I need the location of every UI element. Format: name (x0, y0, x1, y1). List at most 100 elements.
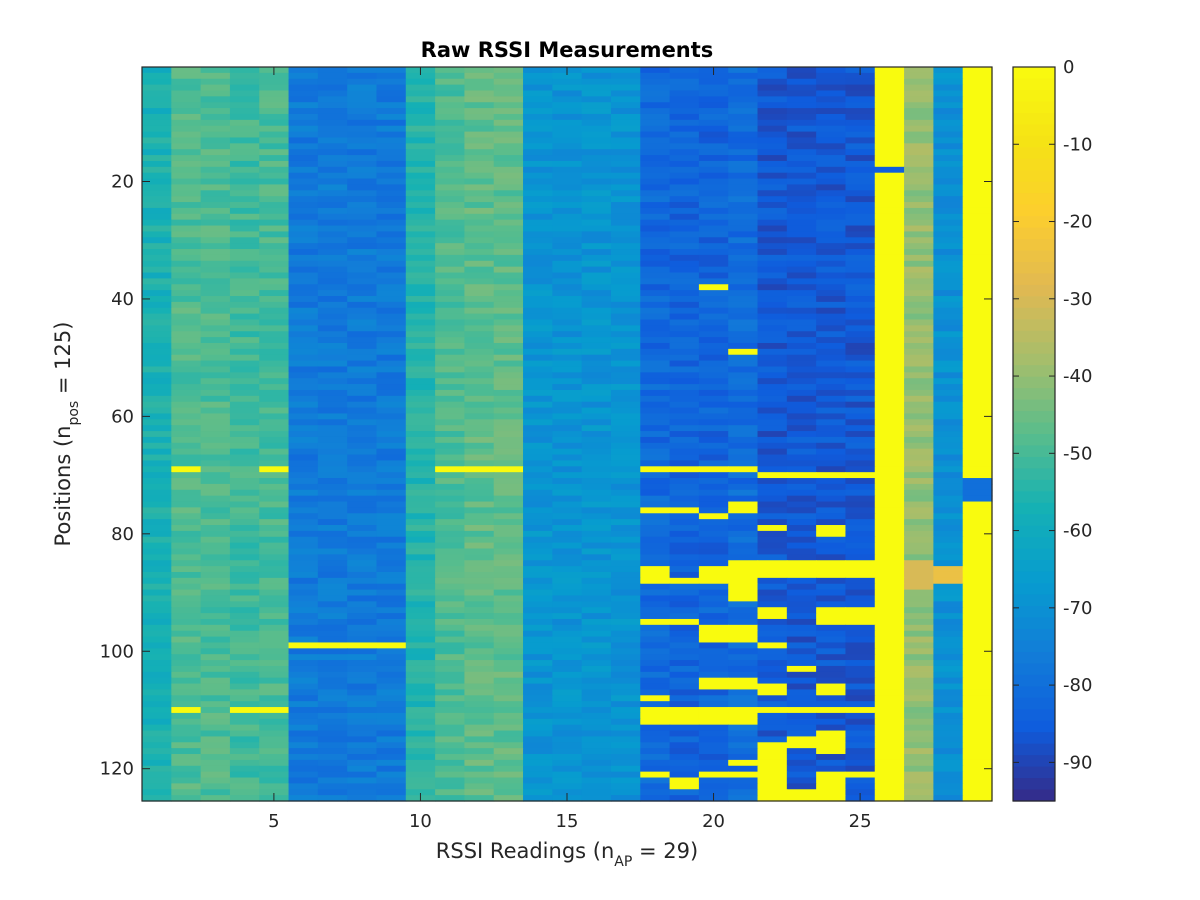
heatmap-cell (933, 213, 964, 221)
heatmap-cell (464, 442, 495, 450)
heatmap-cell (757, 789, 788, 796)
heatmap-cell (171, 795, 202, 802)
heatmap-cell (171, 84, 202, 92)
heatmap-cell (435, 149, 466, 156)
heatmap-cell (904, 90, 934, 97)
heatmap-cell (523, 372, 553, 379)
heatmap-cell (581, 660, 612, 667)
heatmap-cell (786, 202, 817, 209)
heatmap-cell (962, 354, 993, 362)
heatmap-cell (874, 542, 905, 550)
heatmap-cell (962, 624, 993, 632)
heatmap-cell (962, 325, 993, 332)
heatmap-cell (171, 307, 202, 315)
heatmap-cell (552, 736, 583, 743)
heatmap-cell (171, 765, 202, 773)
heatmap-cell (698, 618, 729, 626)
heatmap-cell (816, 172, 847, 180)
heatmap-cell (259, 765, 290, 773)
heatmap-cell (552, 624, 583, 632)
heatmap-cell (640, 683, 671, 691)
heatmap-cell (142, 96, 172, 103)
heatmap-cell (229, 266, 260, 274)
heatmap-cell (962, 507, 993, 514)
heatmap-cell (493, 96, 524, 103)
heatmap-cell (757, 642, 788, 649)
heatmap-cell (259, 566, 290, 573)
heatmap-cell (904, 119, 934, 127)
heatmap-cell (698, 724, 729, 732)
heatmap-cell (259, 583, 290, 591)
heatmap-cell (376, 742, 407, 749)
heatmap-cell (405, 759, 436, 767)
heatmap-cell (581, 225, 612, 233)
heatmap-cell (874, 571, 905, 579)
heatmap-cell (874, 401, 905, 409)
heatmap-cell (200, 384, 231, 391)
heatmap-cell (904, 254, 934, 262)
heatmap-cell (610, 730, 641, 738)
heatmap-cell (874, 108, 905, 115)
heatmap-cell (171, 613, 202, 620)
heatmap-cell (288, 601, 319, 608)
heatmap-cell (142, 254, 172, 262)
heatmap-cell (698, 342, 729, 350)
heatmap-cell (288, 160, 319, 168)
heatmap-cell (523, 595, 553, 602)
heatmap-cell (786, 607, 817, 614)
heatmap-cell (816, 777, 847, 784)
heatmap-cell (698, 260, 729, 268)
heatmap-cell (552, 172, 583, 180)
heatmap-cell (640, 166, 671, 174)
heatmap-cell (200, 689, 231, 696)
heatmap-cell (142, 196, 172, 203)
heatmap-cell (347, 113, 378, 121)
heatmap-cell (376, 472, 407, 479)
heatmap-cell (523, 613, 553, 620)
heatmap-cell (816, 654, 847, 661)
heatmap-cell (640, 554, 671, 561)
colorbar-tick-label: -80 (1063, 675, 1092, 696)
heatmap-cell (259, 401, 290, 409)
heatmap-cell (288, 178, 319, 186)
colorbar-tick-label: -50 (1063, 443, 1092, 464)
heatmap-cell (962, 448, 993, 456)
heatmap-cell (698, 507, 729, 514)
heatmap-cell (904, 718, 934, 726)
heatmap-cell (523, 119, 553, 127)
heatmap-cell (904, 683, 934, 691)
x-tick-label: 25 (849, 811, 872, 832)
heatmap-cell (962, 460, 993, 467)
heatmap-cell (523, 571, 553, 579)
heatmap-cell (669, 190, 700, 197)
heatmap-cell (552, 90, 583, 97)
heatmap-cell (786, 566, 817, 573)
heatmap-cell (464, 712, 495, 720)
colorbar-segment (1013, 732, 1055, 745)
heatmap-cell (464, 548, 495, 555)
heatmap-cell (640, 119, 671, 127)
heatmap-cell (786, 654, 817, 661)
heatmap-cell (200, 307, 231, 315)
heatmap-cell (376, 290, 407, 297)
heatmap-cell (962, 249, 993, 256)
heatmap-cell (405, 325, 436, 332)
heatmap-cell (259, 143, 290, 150)
heatmap-cell (786, 507, 817, 514)
heatmap-cell (845, 325, 876, 332)
heatmap-cell (317, 278, 348, 285)
heatmap-cell (786, 571, 817, 579)
heatmap-cell (933, 742, 964, 749)
heatmap-cell (142, 448, 172, 456)
heatmap-cell (347, 319, 378, 326)
heatmap-cell (288, 84, 319, 92)
heatmap-cell (171, 783, 202, 790)
heatmap-cell (493, 342, 524, 350)
heatmap-cell (464, 707, 495, 714)
heatmap-cell (523, 160, 553, 168)
heatmap-cell (317, 96, 348, 103)
heatmap-cell (405, 419, 436, 426)
heatmap-cell (259, 72, 290, 80)
heatmap-cell (610, 630, 641, 638)
heatmap-cell (640, 718, 671, 726)
